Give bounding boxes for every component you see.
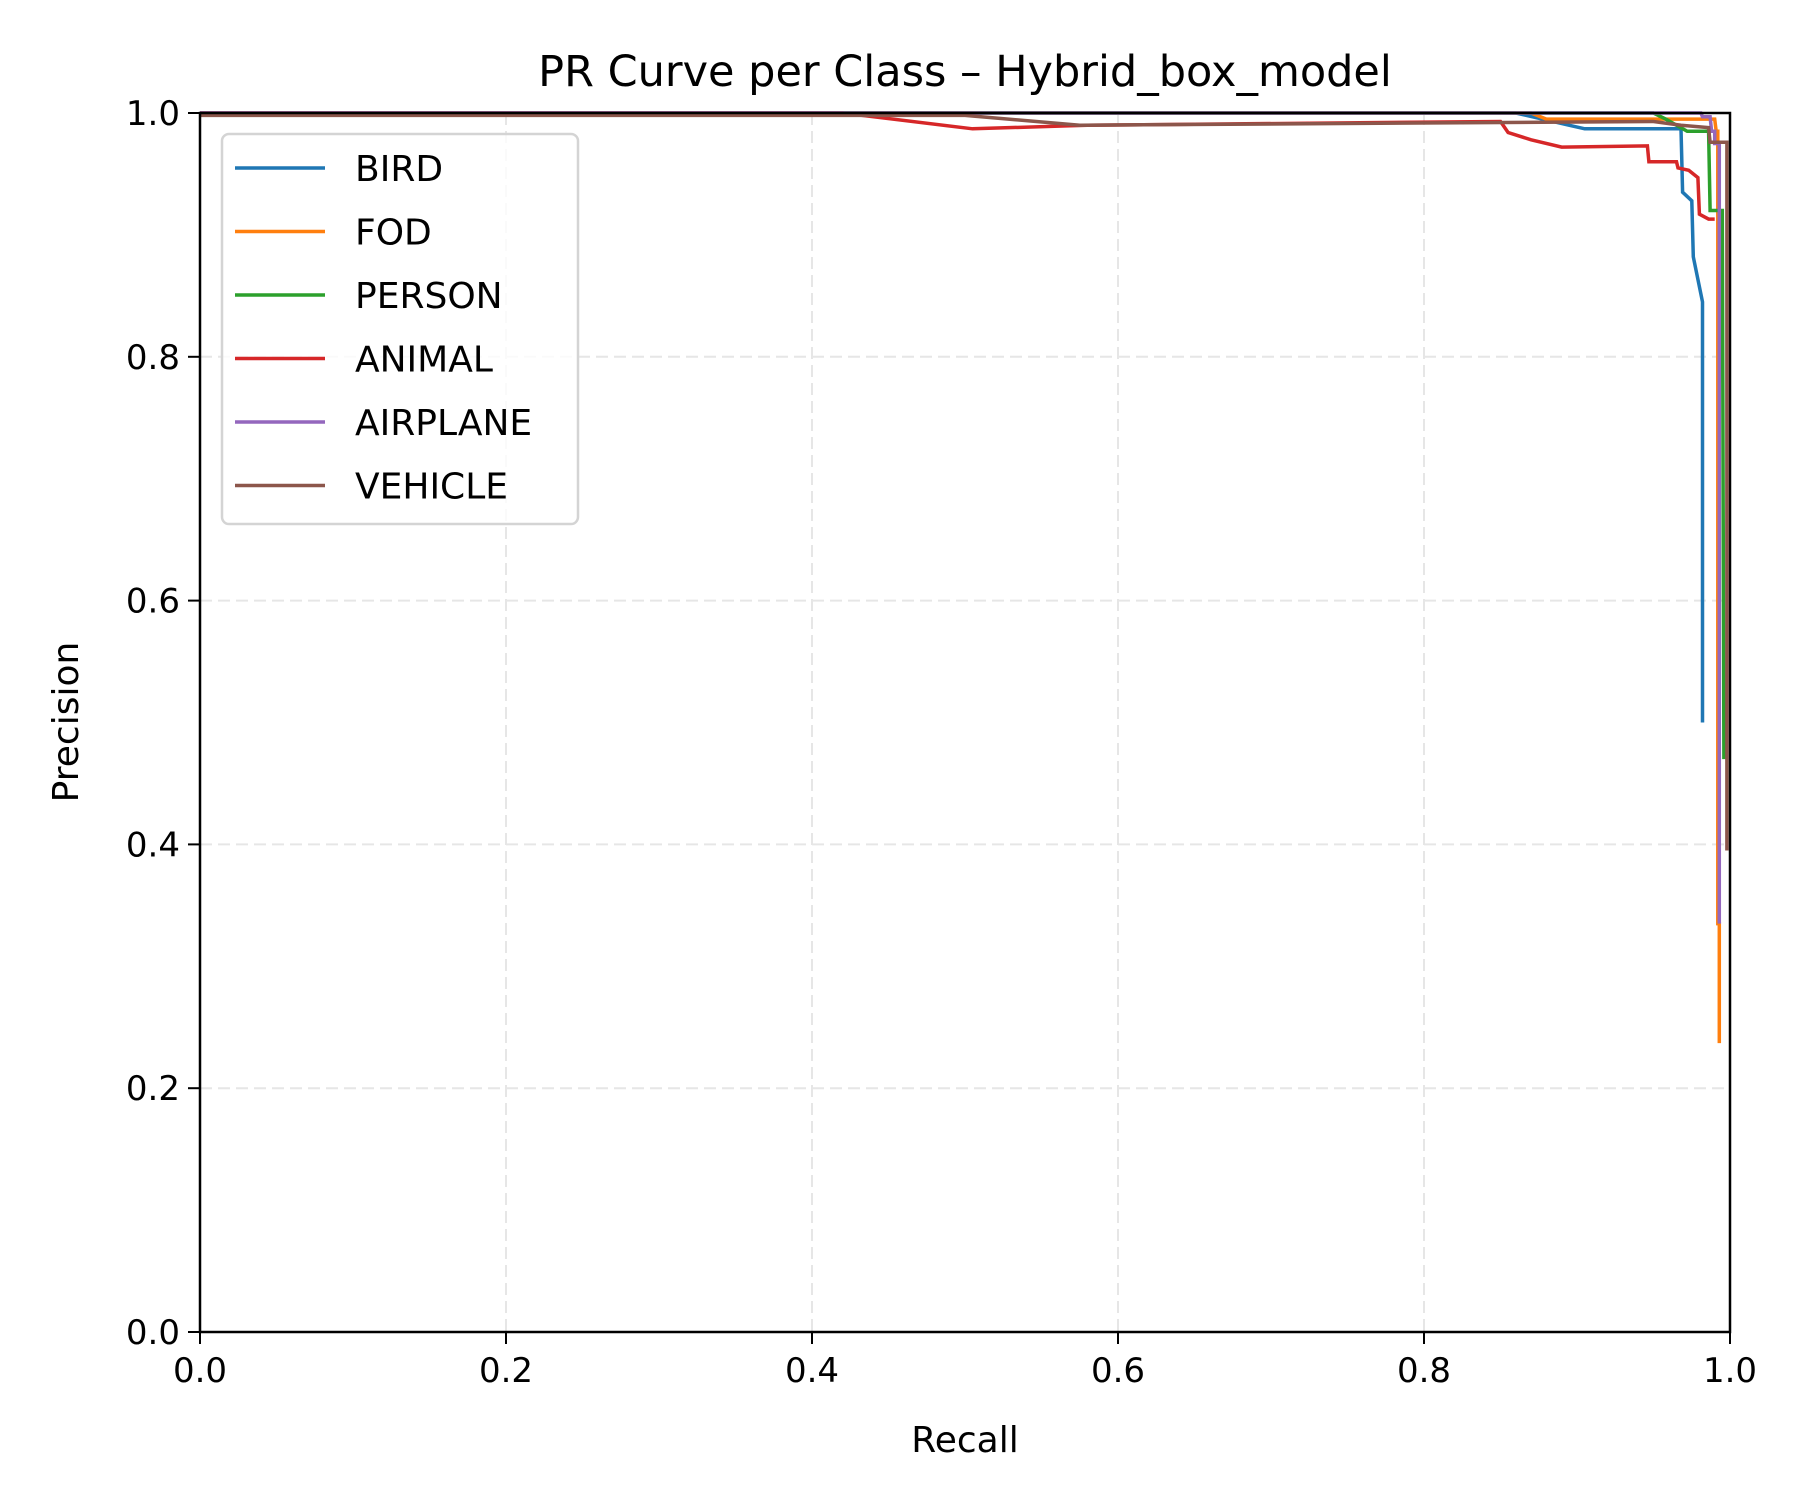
x-tick-label: 1.0 bbox=[1703, 1351, 1757, 1391]
legend-label-fod: FOD bbox=[355, 213, 432, 254]
series-bird-line bbox=[200, 111, 1705, 723]
plot-frame bbox=[198, 111, 1732, 1334]
y-axis-label: Precision bbox=[46, 642, 87, 803]
x-tick-label: 0.8 bbox=[1397, 1351, 1451, 1391]
y-tick-label: 0.0 bbox=[126, 1313, 180, 1353]
y-tick-label: 0.8 bbox=[126, 338, 180, 378]
chart-title: PR Curve per Class – Hybrid_box_model bbox=[538, 47, 1392, 97]
x-tick-label: 0.2 bbox=[479, 1351, 533, 1391]
legend-box bbox=[220, 132, 580, 526]
series-animal-line bbox=[200, 111, 1715, 221]
x-tick-label: 0.0 bbox=[173, 1351, 227, 1391]
legend: BIRD FOD PERSON ANIMAL AIRPLANE VEHICLE bbox=[220, 132, 580, 526]
legend-label-person: PERSON bbox=[355, 276, 503, 317]
y-tick-label: 0.4 bbox=[126, 825, 180, 865]
x-tick-label: 0.4 bbox=[785, 1351, 839, 1391]
legend-label-airplane: AIRPLANE bbox=[355, 403, 532, 444]
y-axis-ticks: 0.0 0.2 0.4 0.6 0.8 1.0 bbox=[126, 94, 200, 1353]
x-axis-label: Recall bbox=[911, 1420, 1018, 1461]
legend-label-animal: ANIMAL bbox=[355, 340, 493, 381]
x-axis-ticks: 0.0 0.2 0.4 0.6 0.8 1.0 bbox=[173, 1332, 1757, 1391]
legend-label-bird: BIRD bbox=[355, 149, 443, 190]
x-tick-label: 0.6 bbox=[1091, 1351, 1145, 1391]
y-tick-label: 1.0 bbox=[126, 94, 180, 134]
series-vehicle-line bbox=[200, 113, 1729, 851]
y-tick-label: 0.6 bbox=[126, 582, 180, 622]
legend-label-vehicle: VEHICLE bbox=[355, 467, 508, 508]
y-tick-label: 0.2 bbox=[126, 1069, 180, 1109]
